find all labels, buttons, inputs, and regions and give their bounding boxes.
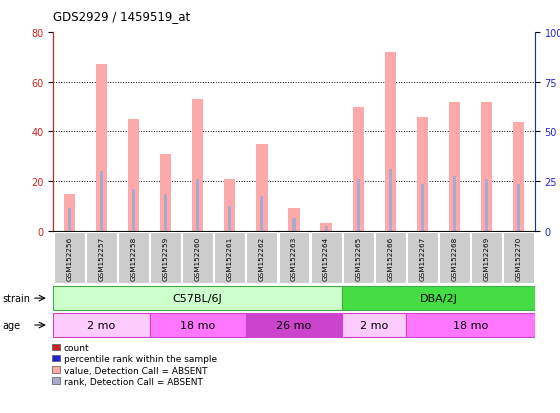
- Bar: [132, 189, 135, 231]
- Text: 18 mo: 18 mo: [453, 320, 488, 330]
- Text: 26 mo: 26 mo: [277, 320, 311, 330]
- FancyBboxPatch shape: [343, 233, 374, 283]
- Text: GSM152266: GSM152266: [388, 236, 393, 280]
- Bar: [481, 102, 492, 231]
- Text: 18 mo: 18 mo: [180, 320, 215, 330]
- Bar: [449, 102, 460, 231]
- Text: GSM152256: GSM152256: [66, 236, 72, 280]
- Text: strain: strain: [3, 293, 31, 304]
- FancyBboxPatch shape: [150, 313, 246, 337]
- FancyBboxPatch shape: [407, 313, 535, 337]
- FancyBboxPatch shape: [471, 233, 502, 283]
- Bar: [160, 154, 171, 231]
- Text: GSM152260: GSM152260: [195, 236, 200, 280]
- Bar: [196, 179, 199, 231]
- Text: GSM152258: GSM152258: [130, 236, 137, 280]
- Text: GSM152267: GSM152267: [419, 236, 426, 280]
- Bar: [517, 184, 520, 231]
- Text: GSM152257: GSM152257: [99, 236, 104, 280]
- Text: GSM152270: GSM152270: [516, 236, 522, 280]
- Bar: [164, 194, 167, 231]
- Bar: [96, 65, 107, 231]
- Bar: [288, 209, 300, 231]
- Text: 2 mo: 2 mo: [360, 320, 389, 330]
- Bar: [389, 169, 392, 231]
- Text: GSM152268: GSM152268: [451, 236, 458, 280]
- Bar: [256, 145, 268, 231]
- FancyBboxPatch shape: [342, 286, 535, 311]
- FancyBboxPatch shape: [53, 286, 342, 311]
- FancyBboxPatch shape: [54, 233, 85, 283]
- Bar: [292, 219, 296, 231]
- Bar: [453, 177, 456, 231]
- Bar: [320, 224, 332, 231]
- Text: GSM152261: GSM152261: [227, 236, 233, 280]
- Bar: [485, 179, 488, 231]
- Text: 2 mo: 2 mo: [87, 320, 115, 330]
- Text: GSM152269: GSM152269: [484, 236, 489, 280]
- FancyBboxPatch shape: [439, 233, 470, 283]
- Text: GSM152259: GSM152259: [162, 236, 169, 280]
- Bar: [513, 122, 524, 231]
- FancyBboxPatch shape: [246, 313, 342, 337]
- FancyBboxPatch shape: [342, 313, 407, 337]
- Text: GSM152265: GSM152265: [355, 236, 361, 280]
- Bar: [260, 197, 263, 231]
- FancyBboxPatch shape: [246, 233, 277, 283]
- Bar: [417, 117, 428, 231]
- Bar: [128, 120, 139, 231]
- Text: DBA/2J: DBA/2J: [419, 293, 458, 304]
- Bar: [100, 172, 103, 231]
- Bar: [224, 179, 235, 231]
- FancyBboxPatch shape: [182, 233, 213, 283]
- FancyBboxPatch shape: [278, 233, 310, 283]
- FancyBboxPatch shape: [150, 233, 181, 283]
- Text: GSM152262: GSM152262: [259, 236, 265, 280]
- Text: age: age: [3, 320, 21, 330]
- Text: GSM152263: GSM152263: [291, 236, 297, 280]
- FancyBboxPatch shape: [86, 233, 117, 283]
- FancyBboxPatch shape: [311, 233, 342, 283]
- FancyBboxPatch shape: [375, 233, 406, 283]
- Legend: count, percentile rank within the sample, value, Detection Call = ABSENT, rank, : count, percentile rank within the sample…: [52, 343, 217, 386]
- Bar: [421, 184, 424, 231]
- Text: C57BL/6J: C57BL/6J: [173, 293, 222, 304]
- FancyBboxPatch shape: [214, 233, 245, 283]
- FancyBboxPatch shape: [118, 233, 149, 283]
- FancyBboxPatch shape: [53, 313, 150, 337]
- FancyBboxPatch shape: [407, 233, 438, 283]
- Text: GSM152264: GSM152264: [323, 236, 329, 280]
- Bar: [385, 53, 396, 231]
- Bar: [325, 226, 328, 231]
- Bar: [357, 179, 360, 231]
- Bar: [228, 206, 231, 231]
- Text: GDS2929 / 1459519_at: GDS2929 / 1459519_at: [53, 10, 190, 23]
- Bar: [353, 107, 364, 231]
- FancyBboxPatch shape: [503, 233, 534, 283]
- Bar: [64, 194, 75, 231]
- Bar: [68, 209, 71, 231]
- Bar: [192, 100, 203, 231]
